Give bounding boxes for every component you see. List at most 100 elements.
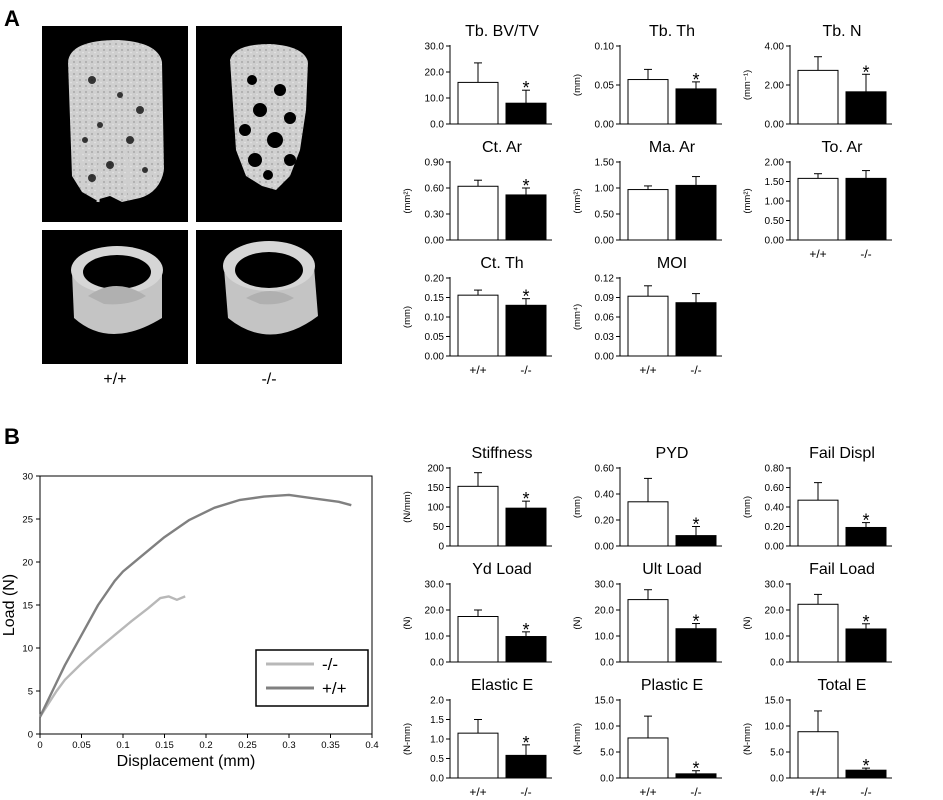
bar-chart-ma-ar: Ma. Ar 0.00 0.50 1.00 1.50 (mm²) [572,139,722,247]
bar-wildtype [627,501,669,547]
bar-chart-moi: MOI 0.00 0.03 0.06 0.09 0.12 (mm⁴) +/+ -/- [572,255,722,377]
y-tick-label: 0.60 [595,464,615,475]
chart-title: Ma. Ar [649,139,696,156]
legend-box [255,649,369,707]
x-tick-label: 0.35 [321,740,340,751]
legend: -/- +/+ [255,649,369,707]
y-tick-label: 0.90 [425,158,445,169]
category-label: -/- [860,247,871,261]
significance-star: * [692,759,699,779]
y-tick-label: 2.00 [765,81,785,92]
chart-title: Ult Load [642,561,702,578]
bar-knockout [675,88,717,125]
y-tick-label: 0.00 [595,236,615,247]
x-tick-label: 0.3 [282,740,295,751]
y-tick-label: 10.0 [765,632,785,643]
y-tick-label: 5.0 [600,748,614,759]
x-tick-label: 0.4 [365,740,378,751]
bar-chart-tb-th: Tb. Th 0.00 0.05 0.10 (mm) * [572,23,722,131]
y-tick-label: 0.03 [595,332,615,343]
bar-chart-yd-load: Yd Load 0.0 10.0 20.0 30.0 (N) * [402,561,552,669]
bar-knockout [505,194,547,241]
load-displacement-chart: 0 0.05 0.1 0.15 0.2 0.25 0.3 0.35 0.4 0 5 10 15 20 25 3… [1,472,379,771]
significance-star: * [862,511,869,531]
y-tick-label: 0.60 [765,483,785,494]
y-axis-label: (mm) [572,74,583,96]
series-line-knockout [38,595,186,718]
y-tick-label: 15 [22,601,33,612]
y-tick-label: 30.0 [765,580,785,591]
y-tick-label: 0.50 [595,210,615,221]
chart-title: Tb. Th [649,23,695,40]
significance-star: * [522,620,529,640]
y-tick-label: 20.0 [425,68,445,79]
bar-knockout [505,636,547,663]
y-axis-label: (N-mm) [572,723,583,755]
bar-knockout [845,177,887,241]
category-label: +/+ [639,363,656,377]
y-tick-label: 10.0 [765,722,785,733]
bar-wildtype [627,295,669,357]
chart-title: PYD [656,445,689,462]
y-tick-label: 0.00 [425,352,445,363]
bar-wildtype [457,81,499,125]
genotype-label-knockout: -/- [261,371,276,388]
y-tick-label: 5.0 [770,748,784,759]
y-tick-label: 5 [28,687,33,698]
chart-title: Yd Load [472,561,532,578]
bar-chart-ct-th: Ct. Th 0.00 0.05 0.10 0.15 0.20 (mm) +/+ * -/- [402,255,552,377]
category-label: -/- [860,785,871,799]
y-tick-label: 0.15 [425,293,445,304]
y-axis-label: (N) [742,616,753,629]
y-tick-label: 0.00 [765,236,785,247]
y-tick-label: 15.0 [765,696,785,707]
bar-knockout [505,102,547,125]
chart-title: To. Ar [822,139,864,156]
bar-wildtype [627,79,669,125]
y-tick-label: 0.0 [600,658,614,669]
bar-chart-ult-load: Ult Load 0.0 10.0 20.0 30.0 (N) * [572,561,722,669]
chart-title: Plastic E [641,677,703,694]
x-tick-label: 0 [37,740,42,751]
y-tick-label: 1.5 [430,715,444,726]
bar-chart-ct-ar: Ct. Ar 0.00 0.30 0.60 0.90 (mm²) * [402,139,552,247]
chart-title: Stiffness [471,445,532,462]
y-tick-label: 20.0 [765,606,785,617]
bar-chart-plastic-e: Plastic E 0.0 5.0 10.0 15.0 (N-mm) +/+ * -/- [572,677,722,799]
category-label: -/- [520,785,531,799]
bar-chart-fail-displ: Fail Displ 0.00 0.20 0.40 0.60 0.80 (mm) * [742,445,892,553]
category-label: +/+ [809,247,826,261]
y-tick-label: 25 [22,515,33,526]
microct-images: +/+ -/- [42,26,342,388]
significance-star: * [862,756,869,776]
chart-title: Ct. Ar [482,139,523,156]
category-label: +/+ [639,785,656,799]
y-tick-label: 0 [438,542,444,553]
x-axis-label: Displacement (mm) [117,753,256,770]
y-tick-label: 1.50 [595,158,615,169]
y-tick-label: 0.06 [595,313,615,324]
y-tick-label: 0.0 [430,774,444,785]
trabecular-wildtype-bone [68,40,164,203]
chart-title: Fail Load [809,561,875,578]
category-label: +/+ [469,785,486,799]
y-tick-label: 30.0 [595,580,615,591]
y-tick-label: 1.00 [595,184,615,195]
y-tick-label: 0.40 [595,490,615,501]
y-axis-label: (N) [572,616,583,629]
category-label: -/- [690,785,701,799]
y-tick-label: 15.0 [595,696,615,707]
y-axis-label: (N-mm) [402,723,413,755]
legend-label: -/- [322,655,338,674]
bar-knockout [505,304,547,357]
panel-label-a: A [4,6,20,31]
y-tick-label: 0.0 [770,658,784,669]
category-label: +/+ [809,785,826,799]
y-tick-label: 20.0 [425,606,445,617]
significance-star: * [692,70,699,90]
significance-star: * [862,62,869,82]
bar-chart-to-ar: To. Ar 0.00 0.50 1.00 1.50 2.00 (mm²) +/+ -/- [742,139,892,261]
chart-title: Tb. BV/TV [465,23,539,40]
bar-knockout [845,628,887,663]
